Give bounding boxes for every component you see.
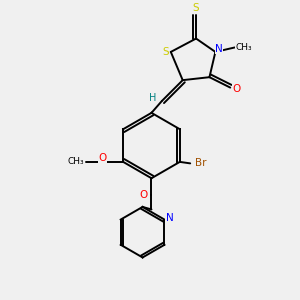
Text: O: O [139, 190, 147, 200]
Text: S: S [162, 47, 169, 57]
Text: O: O [98, 153, 106, 163]
Text: Br: Br [195, 158, 206, 168]
Text: CH₃: CH₃ [67, 158, 84, 166]
Text: S: S [193, 3, 200, 13]
Text: N: N [215, 44, 223, 54]
Text: O: O [233, 84, 241, 94]
Text: H: H [149, 93, 157, 103]
Text: CH₃: CH₃ [235, 43, 252, 52]
Text: N: N [166, 213, 174, 223]
